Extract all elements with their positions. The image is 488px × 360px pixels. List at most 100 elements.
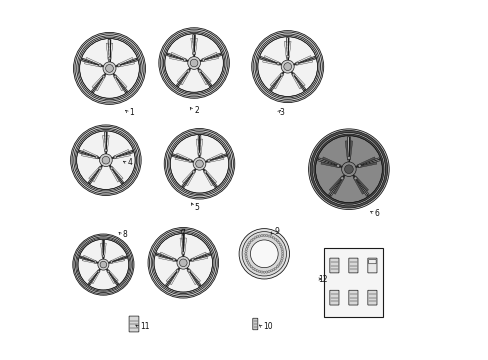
Polygon shape — [197, 68, 211, 87]
Circle shape — [244, 255, 247, 257]
Circle shape — [292, 73, 294, 76]
Circle shape — [78, 239, 128, 290]
Polygon shape — [92, 74, 104, 88]
Polygon shape — [169, 57, 186, 62]
Text: 6: 6 — [374, 209, 379, 217]
Text: 9: 9 — [274, 228, 279, 237]
Polygon shape — [357, 157, 375, 166]
Text: 3: 3 — [279, 108, 284, 117]
FancyBboxPatch shape — [367, 258, 376, 273]
Circle shape — [257, 37, 317, 96]
Circle shape — [250, 266, 252, 268]
Polygon shape — [102, 135, 105, 152]
Circle shape — [75, 130, 136, 191]
Polygon shape — [82, 149, 99, 157]
Circle shape — [188, 159, 191, 162]
Circle shape — [202, 59, 204, 61]
Polygon shape — [108, 256, 127, 264]
Polygon shape — [290, 71, 305, 91]
Circle shape — [167, 132, 231, 196]
FancyBboxPatch shape — [252, 318, 257, 330]
Polygon shape — [113, 149, 129, 157]
Polygon shape — [111, 150, 133, 159]
Polygon shape — [110, 259, 124, 264]
Circle shape — [77, 36, 142, 101]
Circle shape — [336, 164, 339, 167]
Polygon shape — [295, 60, 312, 66]
Polygon shape — [192, 35, 195, 57]
Polygon shape — [109, 43, 113, 60]
Polygon shape — [114, 154, 130, 159]
Circle shape — [198, 69, 201, 72]
Circle shape — [251, 31, 323, 103]
Circle shape — [242, 231, 286, 276]
Circle shape — [263, 234, 265, 237]
Circle shape — [108, 57, 111, 60]
Circle shape — [281, 257, 283, 260]
Polygon shape — [182, 168, 196, 188]
Circle shape — [102, 75, 105, 78]
Polygon shape — [200, 53, 221, 62]
Circle shape — [253, 269, 256, 271]
Circle shape — [110, 261, 112, 263]
Polygon shape — [84, 62, 101, 67]
FancyBboxPatch shape — [329, 258, 338, 273]
Text: 1: 1 — [129, 108, 134, 117]
Circle shape — [256, 270, 258, 272]
Circle shape — [100, 154, 112, 167]
FancyBboxPatch shape — [368, 260, 375, 264]
Circle shape — [160, 29, 227, 97]
Circle shape — [154, 234, 212, 292]
Circle shape — [254, 34, 320, 99]
Circle shape — [265, 234, 267, 237]
Circle shape — [263, 271, 265, 273]
Circle shape — [245, 246, 248, 248]
Circle shape — [170, 135, 228, 193]
Circle shape — [207, 159, 210, 162]
Circle shape — [193, 157, 205, 170]
Polygon shape — [274, 73, 284, 89]
Polygon shape — [115, 58, 137, 67]
Circle shape — [159, 28, 229, 98]
Circle shape — [274, 238, 276, 240]
Polygon shape — [203, 171, 212, 186]
Circle shape — [77, 131, 135, 189]
Circle shape — [74, 235, 132, 294]
Polygon shape — [202, 57, 218, 62]
Circle shape — [276, 266, 278, 268]
Circle shape — [280, 246, 282, 248]
Circle shape — [177, 256, 189, 269]
Circle shape — [276, 240, 278, 242]
Circle shape — [77, 238, 130, 291]
Polygon shape — [186, 171, 195, 186]
Polygon shape — [88, 269, 101, 285]
Polygon shape — [352, 175, 368, 196]
Polygon shape — [156, 253, 177, 261]
Circle shape — [70, 125, 141, 195]
Circle shape — [277, 264, 280, 266]
Circle shape — [251, 238, 254, 240]
Polygon shape — [205, 154, 226, 162]
Circle shape — [98, 259, 109, 270]
Text: 4: 4 — [127, 158, 132, 167]
Polygon shape — [106, 135, 109, 152]
FancyBboxPatch shape — [348, 258, 357, 273]
Polygon shape — [357, 162, 376, 168]
Circle shape — [253, 32, 322, 101]
Polygon shape — [346, 137, 350, 162]
Polygon shape — [92, 167, 102, 182]
Circle shape — [183, 59, 185, 61]
Polygon shape — [188, 269, 200, 282]
Polygon shape — [165, 267, 180, 287]
Polygon shape — [182, 234, 184, 256]
Polygon shape — [317, 158, 342, 168]
Circle shape — [164, 34, 223, 92]
Circle shape — [192, 52, 195, 54]
Polygon shape — [172, 154, 193, 162]
Polygon shape — [284, 41, 287, 58]
Circle shape — [260, 271, 263, 273]
Circle shape — [253, 237, 256, 239]
Circle shape — [279, 262, 281, 264]
Polygon shape — [348, 141, 352, 160]
Polygon shape — [182, 170, 194, 183]
